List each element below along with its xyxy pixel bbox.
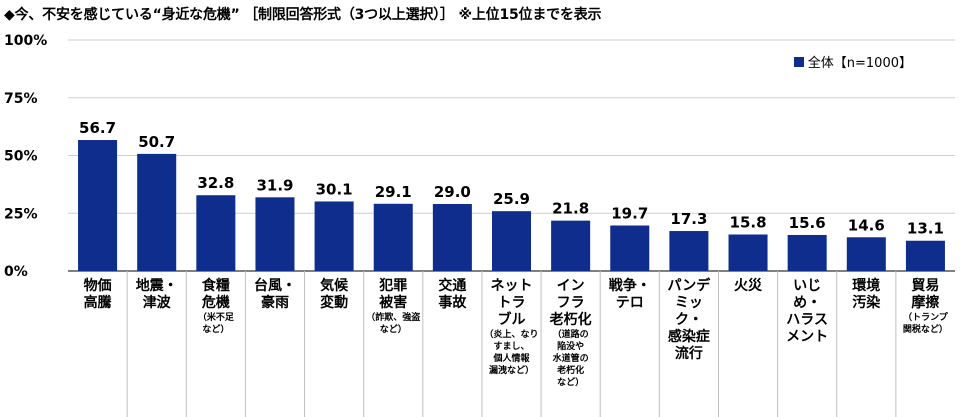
bar [846,237,886,271]
y-tick-label: 25% [4,206,38,222]
x-tick-note: （詐欺、強盗 [366,311,420,323]
x-tick-label: パンデ [668,277,712,294]
data-label: 56.7 [79,119,116,137]
x-tick-note: 水道管の [553,352,589,364]
x-tick-label: 被害 [379,294,407,311]
data-label: 31.9 [256,176,293,194]
y-tick-label: 50% [4,149,38,165]
x-tick-label: 摩擦 [911,294,939,311]
x-tick-note: すまし、 [493,341,529,352]
data-label: 50.7 [138,133,175,151]
bar [905,240,945,271]
x-tick-label: 環境 [852,277,880,294]
data-label: 25.9 [493,190,530,208]
x-tick-label: 流行 [675,345,703,362]
x-tick-label: め・ [793,295,821,311]
x-tick-note: （道路の [553,328,589,340]
data-label: 29.1 [375,183,412,201]
bar [787,234,827,271]
x-tick-label: ハラス [786,312,828,328]
x-tick-note: など） [202,323,229,335]
x-tick-label: いじ [793,278,821,294]
chart-title: ◆今、不安を感じている“身近な危機” ［制限回答形式（3つ以上選択）］ ※上位1… [4,7,602,23]
x-tick-label: テロ [616,295,644,311]
x-tick-label: 地震・ [136,277,178,294]
x-tick-note: 漏洩など） [489,364,534,376]
data-label: 21.8 [552,200,589,218]
x-tick-label: ミッ [675,295,703,311]
x-tick-label: 感染症 [668,328,710,345]
data-label: 17.3 [670,210,707,228]
x-tick-label: 貿易 [911,277,939,294]
x-tick-label: 事故 [438,294,467,311]
x-tick-label: ブル [498,311,526,328]
legend: 全体【n=1000】 [793,52,912,71]
x-tick-label: 食糧 [202,277,230,294]
x-tick-label: フラ [557,295,585,311]
bar [373,203,413,271]
bar [137,153,177,271]
data-label: 29.0 [434,183,471,201]
x-tick-label: 高騰 [84,294,113,311]
x-tick-label: 交通 [438,277,466,294]
legend-label: 全体【n=1000】 [807,56,912,71]
x-tick-label: イン [557,278,585,294]
y-tick-label: 0% [4,264,28,280]
x-tick-label: トラ [498,295,526,311]
legend-swatch [793,56,804,67]
x-tick-label: ネット [491,278,533,294]
x-tick-label: 変動 [320,294,348,311]
x-tick-label: 津波 [143,294,172,311]
x-tick-note: （米不足 [198,311,235,323]
x-tick-note: （トランプ [903,311,949,323]
x-tick-label: 犯罪 [378,277,407,294]
data-label: 32.8 [197,174,234,192]
x-tick-note: （炎上、なり [484,328,538,340]
x-tick-label: メント [786,329,828,345]
x-tick-label: 危機 [201,294,230,311]
bar [728,234,768,271]
x-tick-label: 気候 [320,277,349,294]
x-tick-note: 関税など） [903,323,948,335]
x-tick-label: 汚染 [852,294,881,311]
data-label: 19.7 [611,204,648,222]
x-tick-note: 陥没や [557,340,584,352]
x-tick-note: 老朽化 [556,364,584,376]
bar [196,195,236,271]
data-label: 14.6 [848,216,885,234]
x-tick-label: ク・ [675,312,703,328]
bar [551,220,591,271]
x-tick-note: 個人情報 [492,352,530,364]
x-tick-label: 老朽化 [550,311,592,328]
bar [78,140,118,271]
bar [255,197,295,271]
data-label: 15.8 [730,214,767,232]
data-label: 15.6 [789,214,826,232]
x-tick-label: 物価 [84,277,112,294]
data-label: 30.1 [316,180,353,198]
bar [314,201,354,271]
bar [432,204,472,271]
bar [610,225,650,271]
x-tick-label: 戦争・ [609,277,651,294]
data-label: 13.1 [907,220,944,238]
x-tick-label: 台風・ [254,277,296,294]
x-tick-note: など） [380,323,407,335]
y-tick-label: 100% [4,33,47,49]
bar [491,211,532,271]
x-tick-note: など） [557,376,584,388]
x-tick-label: 火災 [734,278,763,294]
x-tick-label: 豪雨 [261,294,289,311]
bar [669,231,709,271]
y-tick-label: 75% [4,91,38,107]
